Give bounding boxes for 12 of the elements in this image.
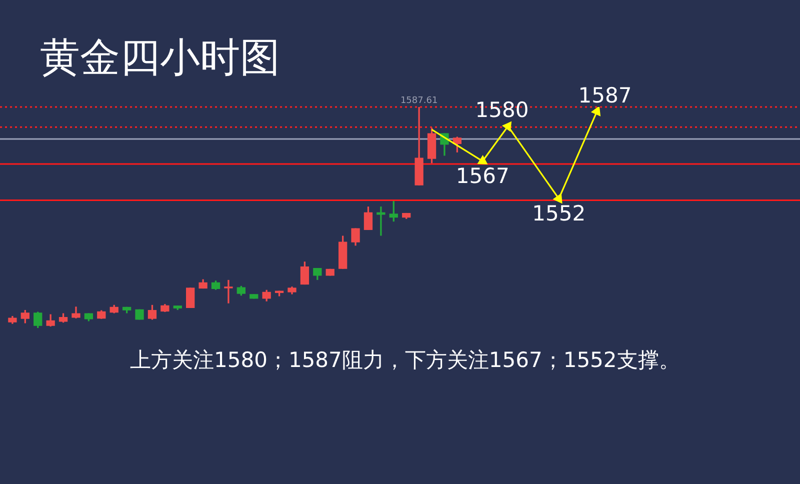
chart-title: 黄金四小时图	[40, 34, 280, 83]
point	[592, 107, 600, 116]
candlestick	[224, 280, 233, 304]
point	[502, 122, 512, 132]
point	[478, 156, 488, 164]
annotation: 1580	[475, 98, 529, 122]
annotation: 1587	[578, 83, 632, 108]
text: 1587.61	[400, 96, 438, 106]
text: 上方关注1580；1587阻力，下方关注1567；1552支撑。	[130, 347, 680, 374]
annotation: 1552	[532, 202, 586, 226]
annotation: 1567	[456, 164, 510, 188]
point	[554, 194, 562, 204]
